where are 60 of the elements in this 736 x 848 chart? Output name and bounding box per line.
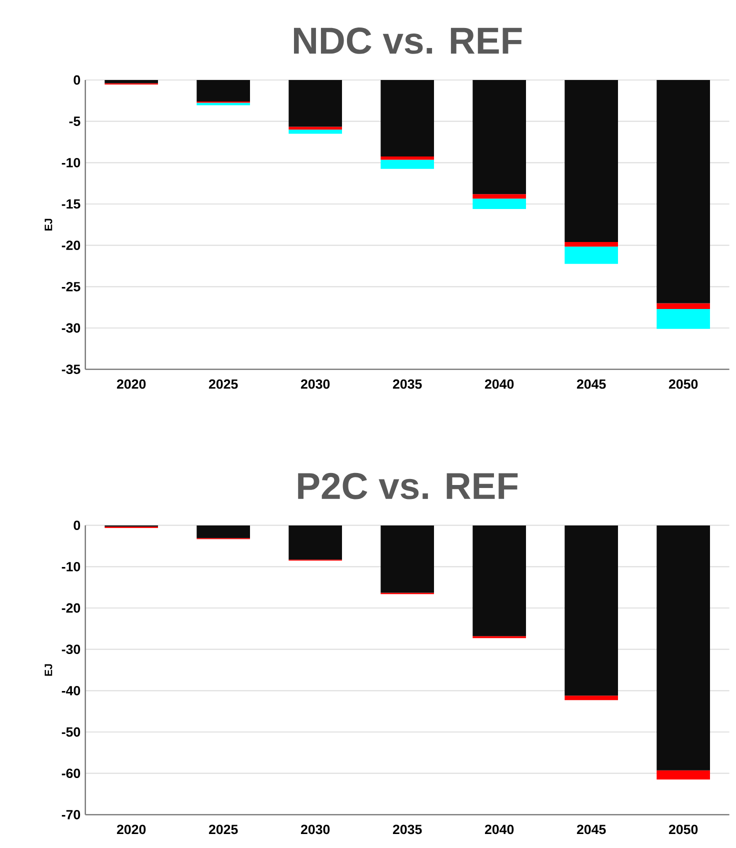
- bar: [288, 126, 342, 130]
- bar: [656, 308, 710, 329]
- bar: [196, 525, 250, 538]
- bar: [196, 102, 250, 106]
- bar: [656, 770, 710, 780]
- bar: [380, 160, 434, 169]
- y-tick-label: -35: [62, 364, 80, 374]
- x-tick-label: 2045: [576, 379, 606, 389]
- bar: [104, 80, 158, 84]
- bar: [472, 80, 526, 194]
- bar: [472, 194, 526, 199]
- y-tick-label: -10: [62, 562, 80, 572]
- bar: [196, 80, 250, 102]
- bar: [656, 80, 710, 304]
- chart-title: P2C vs. REF: [298, 472, 518, 500]
- y-tick-label: -15: [62, 199, 80, 209]
- x-tick-label: 2030: [300, 824, 330, 834]
- bar: [472, 198, 526, 209]
- bar: [564, 525, 618, 696]
- y-tick-label: -20: [62, 603, 80, 613]
- x-tick-label: 2025: [208, 379, 238, 389]
- y-tick-label: -30: [62, 323, 80, 333]
- y-tick-label: -50: [62, 727, 80, 737]
- y-tick-label: -40: [62, 686, 80, 696]
- y-tick-label: 0: [74, 520, 80, 530]
- x-tick-label: 2020: [116, 824, 146, 834]
- bar: [656, 525, 710, 770]
- x-tick-label: 2040: [484, 379, 514, 389]
- bar: [380, 156, 434, 160]
- bar: [564, 80, 618, 242]
- x-tick-label: 2045: [576, 824, 606, 834]
- y-axis-title: EJ: [44, 664, 52, 676]
- x-tick-label: 2035: [392, 824, 422, 834]
- x-tick-label: 2020: [116, 379, 146, 389]
- x-tick-label: 2035: [392, 379, 422, 389]
- bar: [472, 525, 526, 636]
- y-tick-label: -25: [62, 282, 80, 292]
- y-tick-label: -10: [62, 158, 80, 168]
- x-tick-label: 2050: [668, 824, 698, 834]
- y-tick-label: -70: [62, 810, 80, 820]
- bar: [564, 696, 618, 700]
- y-tick-label: 0: [74, 75, 80, 85]
- bar: [288, 80, 342, 127]
- y-tick-label: -60: [62, 768, 80, 778]
- bar: [288, 130, 342, 134]
- y-tick-label: -20: [62, 240, 80, 250]
- bar: [380, 80, 434, 156]
- x-tick-label: 2025: [208, 824, 238, 834]
- bar: [656, 303, 710, 309]
- bar: [564, 246, 618, 264]
- x-tick-label: 2040: [484, 824, 514, 834]
- y-tick-label: -5: [69, 116, 80, 126]
- y-axis-title: EJ: [44, 218, 52, 230]
- y-tick-label: -30: [62, 644, 80, 654]
- x-tick-label: 2030: [300, 379, 330, 389]
- chart-title: NDC vs. REF: [294, 28, 522, 54]
- bar: [288, 525, 342, 560]
- bar: [380, 525, 434, 593]
- bar: [564, 242, 618, 247]
- x-tick-label: 2050: [668, 379, 698, 389]
